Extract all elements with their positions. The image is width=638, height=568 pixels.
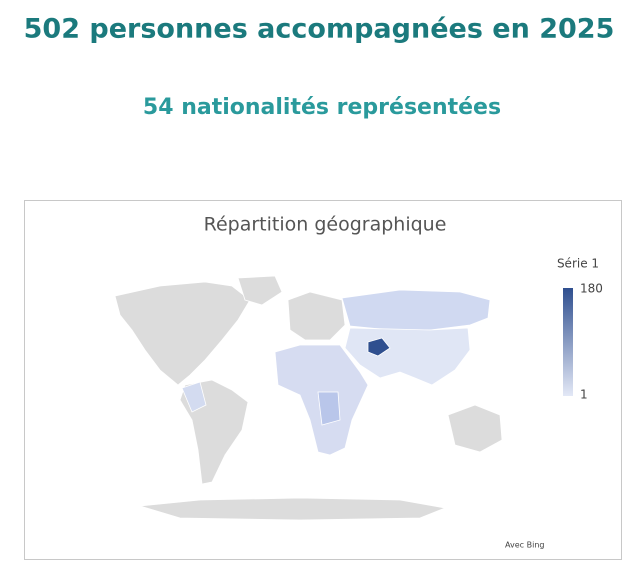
greenland xyxy=(237,275,283,306)
world-map xyxy=(114,275,503,521)
legend-title: Série 1 xyxy=(557,257,599,271)
south-america-highlight xyxy=(181,381,207,413)
africa-highlight xyxy=(317,391,341,426)
asia-highlight xyxy=(367,337,391,357)
scale-min-label: 1 xyxy=(580,388,588,402)
page-title: 502 personnes accompagnées en 2025 xyxy=(24,14,615,45)
australia xyxy=(447,404,503,453)
chart-title: Répartition géographique xyxy=(204,214,447,236)
attribution: Avec Bing xyxy=(505,541,544,550)
scale-max-label: 180 xyxy=(580,282,603,296)
color-scale xyxy=(563,288,573,396)
antarctica xyxy=(139,497,447,521)
page-subtitle: 54 nationalités représentées xyxy=(143,95,501,120)
asia-north xyxy=(341,289,491,331)
north-america xyxy=(114,281,251,386)
europe xyxy=(287,291,346,341)
